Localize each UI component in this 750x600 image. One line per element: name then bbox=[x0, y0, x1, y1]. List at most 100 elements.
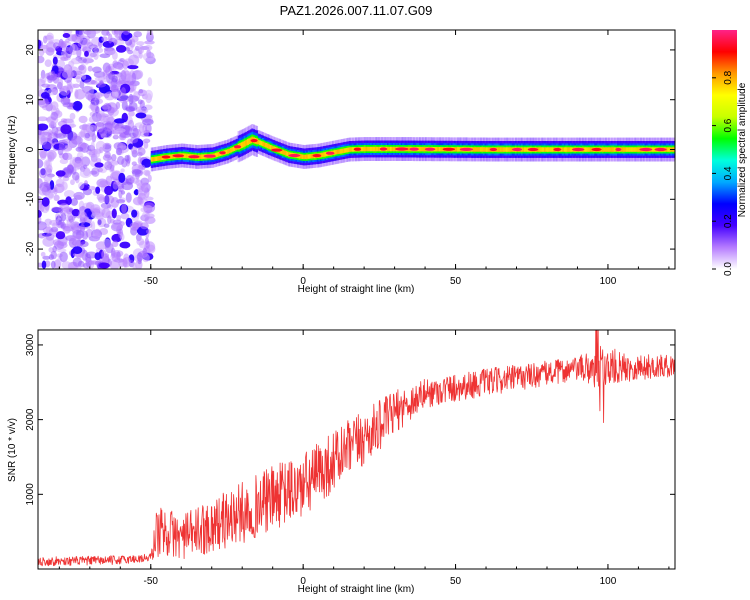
spectrogram-ridge-cell bbox=[510, 147, 513, 152]
spectrogram-noise-blob bbox=[78, 131, 86, 138]
spectrogram-noise-blob bbox=[115, 147, 123, 156]
spectrogram-noise-blob bbox=[138, 164, 146, 170]
spectrogram-ridge-cell bbox=[217, 151, 220, 157]
spectrogram-noise-blob bbox=[145, 229, 152, 234]
snr-x-label: Height of straight line (km) bbox=[298, 584, 415, 595]
snr-x-axis: -50 0 50 100 bbox=[58, 330, 670, 587]
spectrogram-ridge-cell bbox=[347, 147, 350, 153]
spectrogram-ridge-cell bbox=[159, 155, 163, 161]
spectrogram-noise-blob bbox=[107, 48, 113, 56]
spectrogram-noise-blob bbox=[88, 86, 94, 96]
spectrogram-ridge-cell bbox=[588, 147, 591, 152]
spectrogram-noise-blob bbox=[51, 70, 56, 79]
spectrogram-ridge-cell bbox=[336, 149, 339, 155]
spectrogram-noise-blob bbox=[69, 219, 75, 228]
spectrogram-noise-blob bbox=[49, 40, 54, 45]
spectrogram-ridge-cell bbox=[242, 141, 245, 148]
spectrogram-noise-blob bbox=[102, 154, 112, 161]
spectrogram-ridge-cell bbox=[280, 149, 283, 154]
spectrogram-noise-blob bbox=[119, 58, 125, 62]
spectrogram-ridge-cell bbox=[265, 143, 268, 148]
spectrogram-noise-blob bbox=[72, 100, 83, 111]
spectrogram-ridge-cell bbox=[233, 146, 236, 151]
spectrogram-noise-blob bbox=[65, 38, 70, 44]
spectrogram-noise-blob bbox=[58, 40, 67, 49]
spectrogram-noise-blob bbox=[39, 48, 45, 57]
colorbar-axis: 0.0 0.2 0.4 0.6 0.8 bbox=[712, 70, 734, 276]
spectrogram-ridge-cell bbox=[614, 147, 617, 152]
spectrogram-ridge-cell bbox=[158, 156, 161, 161]
spectrogram-noise-blob bbox=[62, 225, 71, 234]
spectrogram-noise-blob bbox=[38, 158, 44, 169]
snr-y-label: SNR (10 * v/v) bbox=[7, 418, 18, 482]
spectrogram-ridge-cell bbox=[269, 145, 272, 150]
spectrogram-noise-blob bbox=[65, 47, 72, 59]
spectrogram-ridge-cell bbox=[156, 156, 160, 161]
spectrogram-noise-blob bbox=[116, 64, 123, 71]
spectrogram-y-axis: -20 -10 0 10 20 bbox=[25, 44, 675, 256]
spectrogram-ridge-cell bbox=[377, 146, 380, 152]
spectrogram-ridge-cell bbox=[568, 147, 571, 152]
spectrogram-peak-mark bbox=[395, 147, 409, 151]
spectrogram-ridge-cell bbox=[365, 146, 368, 152]
spectrogram-ridge-cell bbox=[472, 147, 475, 152]
spectrogram-ridge-cell bbox=[260, 141, 263, 146]
spectrogram-noise-blob bbox=[90, 204, 101, 214]
spectrogram-ridge-cell bbox=[419, 146, 422, 152]
spectrogram-noise-blob bbox=[116, 45, 127, 53]
spectrogram-noise-blob bbox=[88, 260, 95, 265]
spectrogram-noise-blob bbox=[71, 208, 81, 217]
spectrogram-noise-blob bbox=[128, 93, 134, 105]
spectrogram-ridge-cell bbox=[150, 157, 153, 162]
spectrogram-noise-blob bbox=[142, 52, 155, 62]
spectrogram-ridge-cell bbox=[550, 147, 553, 152]
spectrogram-noise-blob bbox=[144, 89, 154, 101]
spectrogram-noise-blob bbox=[127, 50, 134, 55]
spectrogram-noise-blob bbox=[105, 175, 113, 186]
spectrogram-ridge-cell bbox=[286, 151, 289, 157]
spectrogram-ridge-cell bbox=[507, 147, 510, 152]
spectrogram-noise-blob bbox=[95, 148, 101, 158]
spectrogram-noise-blob bbox=[127, 65, 139, 70]
spectrogram-ridge-cell bbox=[630, 147, 633, 152]
spectrogram-noise-blob bbox=[39, 44, 49, 50]
spectrogram-peak-mark bbox=[553, 147, 562, 152]
spectrogram-noise-blob bbox=[121, 203, 127, 214]
spectrogram-noise-blob bbox=[78, 63, 87, 75]
spectrogram-ridge-cell bbox=[551, 147, 554, 152]
spectrogram-ridge-cell bbox=[438, 147, 441, 152]
y-tick-label: 0 bbox=[25, 146, 36, 152]
spectrogram-ridge-cell bbox=[300, 154, 303, 159]
spectrogram-noise-blob bbox=[66, 83, 72, 90]
spectrogram-noise-blob bbox=[52, 245, 57, 253]
spectrogram-noise-blob bbox=[84, 30, 92, 35]
spectrogram-noise-blob bbox=[70, 179, 75, 186]
spectrogram-noise-blob bbox=[110, 84, 119, 93]
spectrogram-noise-blob bbox=[60, 97, 71, 105]
spectrogram-noise-blob bbox=[72, 171, 80, 181]
spectrogram-ridge-cell bbox=[636, 147, 640, 152]
spectrogram-noise-blob bbox=[116, 214, 122, 222]
spectrogram-peak-mark bbox=[250, 139, 258, 143]
spectrogram-ridge-cell bbox=[483, 147, 486, 152]
spectrogram-peak-mark bbox=[527, 147, 539, 152]
x-tick-label: -50 bbox=[144, 576, 159, 587]
spectrogram-ridge-cell bbox=[246, 139, 249, 145]
spectrogram-ridge-cell bbox=[498, 147, 501, 152]
spectrogram-noise-blob bbox=[90, 212, 102, 219]
spectrogram-ridge-cell bbox=[307, 154, 310, 159]
spectrogram-noise-blob bbox=[80, 241, 89, 248]
spectrogram-noise-blob bbox=[91, 186, 96, 191]
spectrogram-peak-mark bbox=[203, 154, 216, 158]
spectrogram-noise-blob bbox=[60, 181, 68, 191]
x-tick-label: 0 bbox=[300, 276, 306, 287]
spectrogram-noise-blob bbox=[88, 116, 98, 123]
spectrogram-ridge-cell bbox=[524, 147, 527, 152]
y-tick-label: 20 bbox=[25, 44, 36, 56]
spectrogram-noise-blob bbox=[86, 124, 97, 133]
spectrogram-noise-blob bbox=[118, 189, 123, 199]
spectrogram-noise-blob bbox=[55, 133, 67, 139]
spectrogram-noise-blob bbox=[136, 41, 145, 46]
spectrogram-ridge-cell bbox=[393, 146, 396, 152]
spectrogram-noise-blob bbox=[47, 88, 58, 96]
